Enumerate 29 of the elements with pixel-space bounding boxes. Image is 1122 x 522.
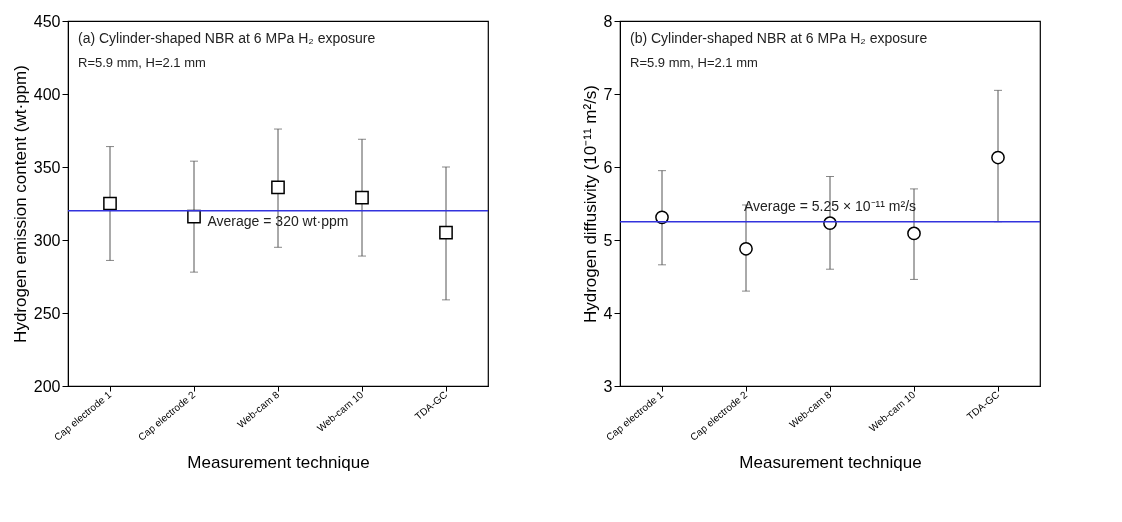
ref-line-label: Average = 320 wt·ppm bbox=[207, 212, 349, 229]
y-tick-label: 7 bbox=[603, 85, 613, 103]
point bbox=[271, 180, 285, 195]
x-axis-title: Measurement technique bbox=[739, 452, 922, 472]
point bbox=[439, 225, 453, 240]
y-tick-label: 350 bbox=[33, 158, 61, 176]
y-tick-label: 3 bbox=[603, 377, 613, 395]
annotation: (b) Cylinder-shaped NBR at 6 MPa H₂ exposure bbox=[630, 30, 928, 46]
y-tick-label: 250 bbox=[33, 304, 61, 322]
ref-line-label: Average = 5.25 × 10⁻¹¹ m²/s bbox=[743, 197, 917, 214]
y-tick-label: 400 bbox=[33, 85, 61, 103]
point bbox=[739, 241, 753, 256]
y-axis-title: Hydrogen diffusivity (10⁻¹¹ m²/s) bbox=[580, 84, 600, 324]
point bbox=[103, 196, 117, 211]
annotation: R=5.9 mm, H=2.1 mm bbox=[78, 55, 206, 70]
annotation: R=5.9 mm, H=2.1 mm bbox=[630, 55, 758, 70]
point bbox=[991, 150, 1005, 165]
x-axis-title: Measurement technique bbox=[187, 452, 370, 472]
y-tick-label: 450 bbox=[33, 12, 61, 30]
y-tick-label: 5 bbox=[603, 231, 613, 249]
y-tick-label: 300 bbox=[33, 231, 61, 249]
annotation: (a) Cylinder-shaped NBR at 6 MPa H₂ exposure bbox=[78, 30, 376, 46]
point bbox=[907, 226, 921, 241]
y-tick-label: 6 bbox=[603, 158, 613, 176]
y-tick-label: 4 bbox=[603, 304, 613, 322]
y-axis-title: Hydrogen emission content (wt·ppm) bbox=[10, 65, 30, 343]
y-tick-label: 8 bbox=[603, 12, 613, 30]
point bbox=[355, 190, 369, 205]
y-tick-label: 200 bbox=[33, 377, 61, 395]
